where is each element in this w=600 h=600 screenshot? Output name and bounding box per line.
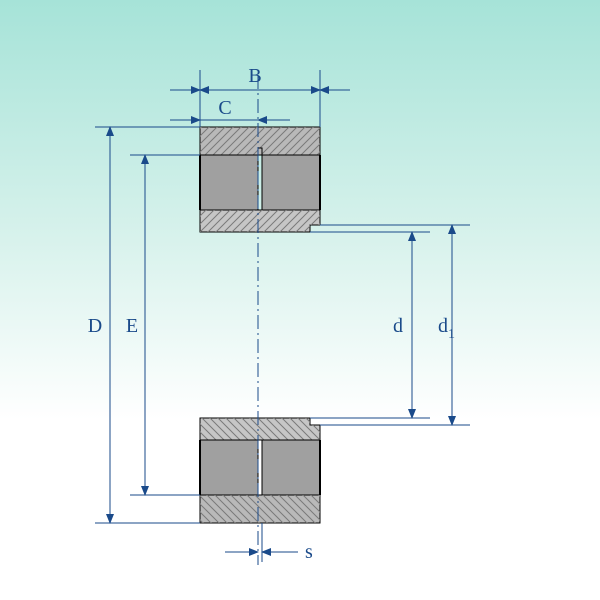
bottom-section xyxy=(200,418,320,523)
dim-C: C xyxy=(170,97,290,127)
dim-E: E xyxy=(126,155,200,495)
top-section xyxy=(200,127,320,232)
label-s: s xyxy=(305,541,313,563)
inner-ring-bottom xyxy=(200,418,320,440)
label-d: d xyxy=(393,315,403,337)
label-E: E xyxy=(126,315,138,337)
label-C: C xyxy=(218,97,231,119)
dim-s: s xyxy=(225,523,313,563)
inner-ring-top xyxy=(200,210,320,232)
label-D: D xyxy=(88,315,102,337)
label-B: B xyxy=(248,65,261,87)
rollers-top xyxy=(200,148,320,210)
bearing-diagram: B C D E d d1 xyxy=(0,0,600,600)
dim-d: d xyxy=(310,232,430,418)
dim-B: B xyxy=(170,65,350,127)
dim-D: D xyxy=(88,127,200,523)
rollers-bottom xyxy=(200,440,320,502)
